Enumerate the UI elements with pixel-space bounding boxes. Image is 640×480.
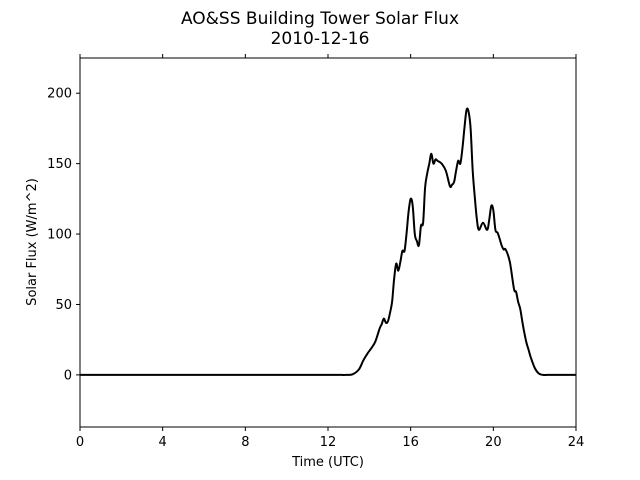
y-axis-label: Solar Flux (W/m^2) <box>25 178 40 306</box>
chart-subtitle: 2010-12-16 <box>271 29 370 49</box>
y-tick-label: 0 <box>64 368 72 383</box>
x-tick-label: 8 <box>241 435 249 450</box>
chart-title: AO&SS Building Tower Solar Flux <box>181 9 459 29</box>
x-tick-label: 20 <box>485 435 502 450</box>
x-axis-label: Time (UTC) <box>291 455 364 470</box>
y-tick-label: 200 <box>47 87 72 102</box>
axis-ticks: 0 4 8 12 16 20 24 0 50 100 150 200 <box>47 54 584 450</box>
x-tick-label: 4 <box>159 435 167 450</box>
plot-frame <box>79 57 577 428</box>
solar-flux-series-line <box>79 107 576 376</box>
x-tick-label: 24 <box>568 435 585 450</box>
y-tick-label: 100 <box>47 228 72 243</box>
x-tick-label: 0 <box>76 435 84 450</box>
y-tick-label: 50 <box>55 298 72 313</box>
x-tick-label: 12 <box>320 435 337 450</box>
x-tick-label: 16 <box>402 435 419 450</box>
y-tick-label: 150 <box>47 157 72 172</box>
